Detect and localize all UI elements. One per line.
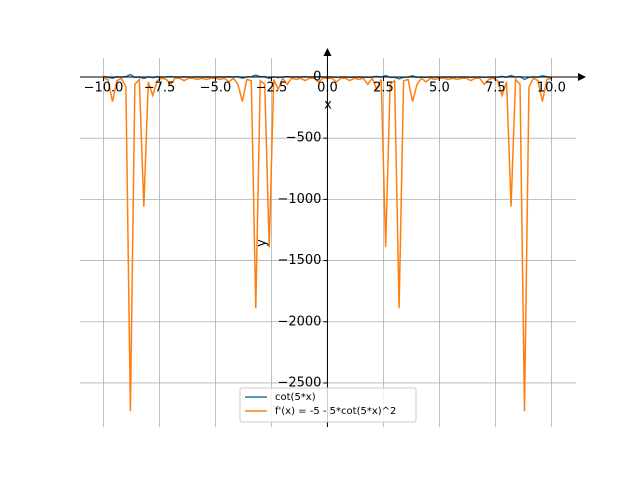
legend-label: f'(x) = -5 - 5*cot(5*x)^2 xyxy=(275,406,396,417)
x-axis-label: x xyxy=(324,98,332,113)
x-tick-label: 10.0 xyxy=(537,81,566,96)
y-axis-arrow xyxy=(323,48,332,56)
y-tick-label: −500 xyxy=(286,131,322,146)
y-tick-label: −1000 xyxy=(277,192,321,207)
y-tick-label: −2500 xyxy=(277,375,321,390)
legend-box xyxy=(239,387,417,423)
x-tick-label: 7.5 xyxy=(485,81,506,96)
x-tick-label: −7.5 xyxy=(144,81,176,96)
x-tick-label: 2.5 xyxy=(373,81,394,96)
x-tick-label: −5.0 xyxy=(200,81,232,96)
legend-label: cot(5*x) xyxy=(275,392,316,403)
x-tick-label: −2.5 xyxy=(256,81,288,96)
y-tick-label: −1500 xyxy=(277,253,321,268)
x-tick-label: 5.0 xyxy=(429,81,450,96)
y-tick-label: −2000 xyxy=(277,314,321,329)
x-tick-label: −10.0 xyxy=(84,81,124,96)
y-axis-label: y xyxy=(255,239,270,247)
x-axis-arrow xyxy=(578,73,586,82)
